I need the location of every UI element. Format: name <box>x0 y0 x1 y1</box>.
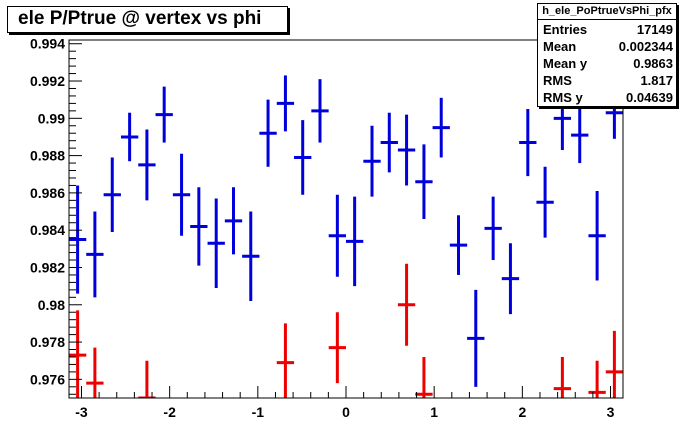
data-point <box>259 99 277 167</box>
data-point <box>432 97 450 158</box>
title-box: ele P/Ptrue @ vertex vs phi <box>7 6 288 33</box>
series-low <box>69 263 623 398</box>
data-point <box>294 120 312 195</box>
x-tick-label: 0 <box>342 404 350 420</box>
stats-histogram-name: h_ele_PoPtrueVsPhi_pfx <box>538 4 676 20</box>
data-point <box>328 312 347 384</box>
data-point <box>86 347 104 398</box>
y-tick-label: 0.978 <box>30 334 65 350</box>
stats-label: Mean <box>543 39 577 54</box>
stats-value: 1.817 <box>640 73 673 88</box>
data-point <box>138 129 156 201</box>
data-point <box>69 185 87 294</box>
x-tick-label: -2 <box>163 404 176 420</box>
data-point <box>467 289 485 387</box>
data-point <box>397 114 416 186</box>
x-tick-label: 1 <box>430 404 438 420</box>
data-point <box>415 356 433 398</box>
plot-area <box>69 75 623 398</box>
series-high <box>69 75 623 387</box>
x-tick-label: 3 <box>607 404 615 420</box>
y-tick-label: 0.976 <box>30 371 65 387</box>
data-point <box>311 79 329 143</box>
data-point <box>363 125 381 197</box>
y-tick-label: 0.986 <box>30 185 65 201</box>
y-tick-label: 0.984 <box>30 222 65 238</box>
chart-title: ele P/Ptrue @ vertex vs phi <box>18 8 262 29</box>
stats-row-mean: Mean 0.002344 <box>543 39 673 56</box>
data-point <box>605 330 623 398</box>
x-tick-label: -1 <box>252 404 265 420</box>
stats-row-rms-y: RMS y 0.04639 <box>543 90 673 107</box>
data-point <box>501 243 520 315</box>
data-point <box>484 196 502 261</box>
x-tick-label: -3 <box>75 404 88 420</box>
data-point <box>242 211 260 302</box>
y-tick-label: 0.99 <box>38 110 65 126</box>
y-tick-label: 0.992 <box>30 73 65 89</box>
data-point <box>519 108 537 177</box>
data-point <box>397 263 416 346</box>
y-axis: 0.976 0.978 0.98 0.982 0.984 0.986 0.988 0.99 0.… <box>30 36 82 395</box>
stats-label: RMS y <box>543 90 583 105</box>
data-point <box>155 86 173 143</box>
data-point <box>380 112 398 173</box>
stats-row-rms: RMS 1.817 <box>543 73 673 90</box>
x-tick-label: 2 <box>518 404 526 420</box>
data-point <box>207 198 225 288</box>
stats-row-mean-y: Mean y 0.9863 <box>543 56 673 73</box>
data-point <box>224 187 243 255</box>
data-point <box>120 112 139 162</box>
data-point <box>415 144 433 219</box>
stats-row-entries: Entries 17149 <box>543 22 673 39</box>
data-point <box>103 157 121 233</box>
data-point <box>69 310 87 398</box>
data-point <box>86 211 104 298</box>
data-point <box>276 323 295 398</box>
data-point <box>345 196 364 287</box>
stats-value: 0.9863 <box>633 56 673 71</box>
stats-value: 17149 <box>636 22 673 37</box>
stats-value: 0.002344 <box>618 39 673 54</box>
y-tick-label: 0.988 <box>30 148 65 164</box>
stats-label: Mean y <box>543 56 588 71</box>
data-point <box>172 153 191 236</box>
data-point <box>190 187 208 266</box>
data-point <box>588 191 606 281</box>
data-point <box>328 194 347 277</box>
x-axis: -3 -2 -1 0 1 2 3 <box>75 386 615 420</box>
data-point <box>553 356 572 398</box>
data-point <box>571 107 589 164</box>
stats-label: Entries <box>543 22 588 37</box>
data-point <box>138 360 156 398</box>
data-point <box>276 75 295 132</box>
y-tick-label: 0.98 <box>38 297 65 313</box>
stats-value: 0.04639 <box>626 90 673 105</box>
y-tick-label: 0.982 <box>30 259 65 275</box>
data-point <box>588 360 606 398</box>
data-point <box>449 215 468 275</box>
stats-box: h_ele_PoPtrueVsPhi_pfx Entries 17149 Mea… <box>537 3 677 107</box>
y-tick-label: 0.994 <box>30 36 65 52</box>
plot-frame <box>68 39 624 399</box>
data-point <box>536 166 554 238</box>
stats-label: RMS <box>543 73 572 88</box>
